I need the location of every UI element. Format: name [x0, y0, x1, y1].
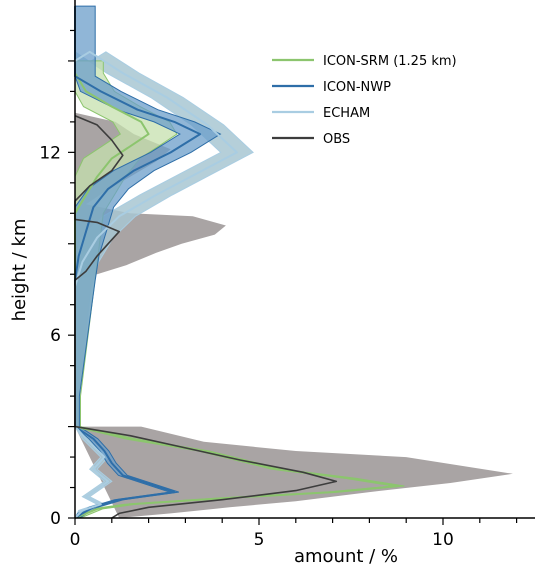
legend-label-echam: ECHAM: [323, 106, 370, 121]
axes: 0 6 12 0 5 10: [39, 0, 535, 550]
x-tick-label: 5: [254, 530, 265, 550]
legend-label-obs: OBS: [323, 132, 350, 147]
series-line-echam: [74, 50, 238, 519]
legend-label-icon-nwp: ICON-NWP: [323, 80, 391, 95]
x-tick-label: 0: [70, 530, 81, 550]
legend: ICON-SRM (1.25 km) ICON-NWP ECHAM OBS: [272, 54, 457, 147]
y-tick-label: 0: [50, 509, 61, 529]
legend-label-icon-srm-1-25-km: ICON-SRM (1.25 km): [323, 54, 457, 69]
y-tick-label: 6: [50, 326, 61, 346]
series-line-icon-nwp: [74, 6, 202, 519]
y-tick-label: 12: [39, 143, 61, 163]
x-axis-title: amount / %: [294, 546, 398, 567]
x-tick-label: 10: [432, 530, 454, 550]
series-line-obs: [74, 115, 338, 519]
y-axis-title: height / km: [9, 219, 30, 322]
